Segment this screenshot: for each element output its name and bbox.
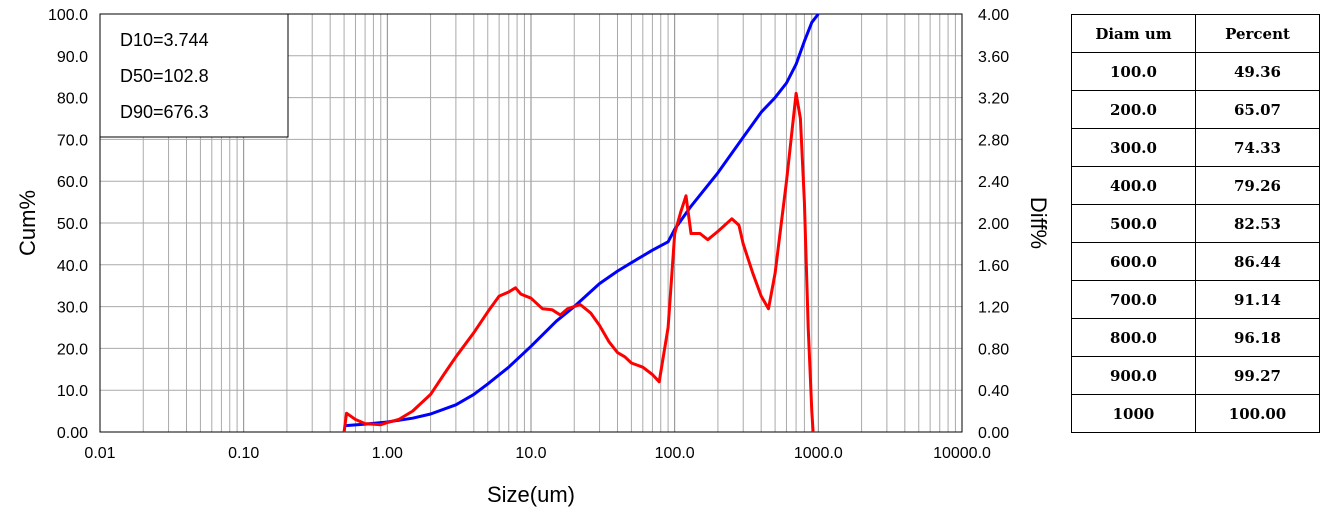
- y-left-tick-label: 100.0: [48, 7, 88, 24]
- diam-cell: 400.0: [1071, 166, 1196, 205]
- percent-cell: 74.33: [1195, 128, 1320, 167]
- table-header-row: Diam um Percent: [1071, 14, 1320, 53]
- diam-cell: 100.0: [1071, 52, 1196, 91]
- x-tick-label: 10000.0: [933, 445, 991, 462]
- y-right-tick-label: 0.80: [978, 341, 1009, 358]
- diam-cell: 800.0: [1071, 318, 1196, 357]
- y-right-tick-label: 4.00: [978, 7, 1009, 24]
- y-right-tick-label: 0.00: [978, 425, 1009, 442]
- d50-label: D50=102.8: [120, 66, 209, 86]
- y-right-tick-label: 2.80: [978, 132, 1009, 149]
- series-lines: [342, 13, 820, 433]
- y-right-tick-label: 3.60: [978, 49, 1009, 66]
- diam-cell: 500.0: [1071, 204, 1196, 243]
- percent-cell: 86.44: [1195, 242, 1320, 281]
- y-left-tick-label: 50.0: [57, 216, 88, 233]
- y-left-tick-labels: 0.00 10.0 20.0 30.0 40.0 50.0 60.0 70.0 80.0 90.0…: [48, 7, 88, 442]
- y-left-tick-label: 40.0: [57, 258, 88, 275]
- y-left-axis-title: Cum%: [15, 190, 40, 256]
- y-right-tick-label: 2.00: [978, 216, 1009, 233]
- y-left-tick-label: 10.0: [57, 383, 88, 400]
- table-row: 300.0 74.33: [1071, 128, 1320, 167]
- diam-cell: 1000: [1071, 394, 1196, 433]
- y-right-tick-label: 2.40: [978, 174, 1009, 191]
- x-axis-title: Size(um): [487, 482, 575, 507]
- d10-label: D10=3.744: [120, 30, 209, 50]
- y-left-tick-label: 0.00: [57, 425, 88, 442]
- x-tick-label: 0.01: [84, 445, 115, 462]
- percent-cell: 91.14: [1195, 280, 1320, 319]
- table-row: 1000 100.00: [1071, 394, 1320, 433]
- table-row: 200.0 65.07: [1071, 90, 1320, 129]
- header-diam: Diam um: [1071, 14, 1196, 53]
- diam-cell: 200.0: [1071, 90, 1196, 129]
- y-right-tick-label: 3.20: [978, 91, 1009, 108]
- table-row: 500.0 82.53: [1071, 204, 1320, 243]
- x-tick-label: 100.0: [655, 445, 695, 462]
- y-left-tick-label: 20.0: [57, 341, 88, 358]
- diameter-percent-table: Diam um Percent 100.0 49.36 200.0 65.07 300.…: [1071, 14, 1320, 433]
- table-row: 100.0 49.36: [1071, 52, 1320, 91]
- diam-cell: 300.0: [1071, 128, 1196, 167]
- y-right-tick-labels: 0.00 0.40 0.80 1.20 1.60 2.00 2.40 2.80 3.20 3.60…: [978, 7, 1009, 442]
- x-tick-label: 1.00: [372, 445, 403, 462]
- x-tick-label: 1000.0: [794, 445, 843, 462]
- percent-cell: 96.18: [1195, 318, 1320, 357]
- psd-chart: 0.01 0.10 1.00 10.0 100.0 1000.0 10000.0 0.00 1…: [15, 7, 1051, 507]
- diff-series-line: [342, 91, 815, 433]
- table-row: 900.0 99.27: [1071, 356, 1320, 395]
- plot-frame: [99, 13, 963, 433]
- y-left-tick-label: 30.0: [57, 300, 88, 317]
- table-row: 400.0 79.26: [1071, 166, 1320, 205]
- y-right-tick-label: 1.20: [978, 300, 1009, 317]
- diam-cell: 900.0: [1071, 356, 1196, 395]
- table-row: 800.0 96.18: [1071, 318, 1320, 357]
- y-left-tick-label: 80.0: [57, 91, 88, 108]
- percent-cell: 99.27: [1195, 356, 1320, 395]
- cum-series-line: [343, 13, 820, 428]
- diam-cell: 700.0: [1071, 280, 1196, 319]
- x-tick-labels: 0.01 0.10 1.00 10.0 100.0 1000.0 10000.0: [84, 445, 991, 462]
- table-row: 700.0 91.14: [1071, 280, 1320, 319]
- x-tick-label: 10.0: [515, 445, 546, 462]
- percent-cell: 82.53: [1195, 204, 1320, 243]
- y-right-axis-title: Diff%: [1026, 197, 1051, 249]
- header-percent: Percent: [1195, 14, 1320, 53]
- percent-cell: 79.26: [1195, 166, 1320, 205]
- y-left-tick-label: 70.0: [57, 132, 88, 149]
- percent-cell: 100.00: [1195, 394, 1320, 433]
- y-left-tick-label: 90.0: [57, 49, 88, 66]
- percent-cell: 49.36: [1195, 52, 1320, 91]
- d90-label: D90=676.3: [120, 102, 209, 122]
- diam-cell: 600.0: [1071, 242, 1196, 281]
- y-right-tick-label: 0.40: [978, 383, 1009, 400]
- table-row: 600.0 86.44: [1071, 242, 1320, 281]
- x-tick-label: 0.10: [228, 445, 259, 462]
- percent-cell: 65.07: [1195, 90, 1320, 129]
- y-left-tick-label: 60.0: [57, 174, 88, 191]
- y-right-tick-label: 1.60: [978, 258, 1009, 275]
- d-values-box: [99, 13, 289, 138]
